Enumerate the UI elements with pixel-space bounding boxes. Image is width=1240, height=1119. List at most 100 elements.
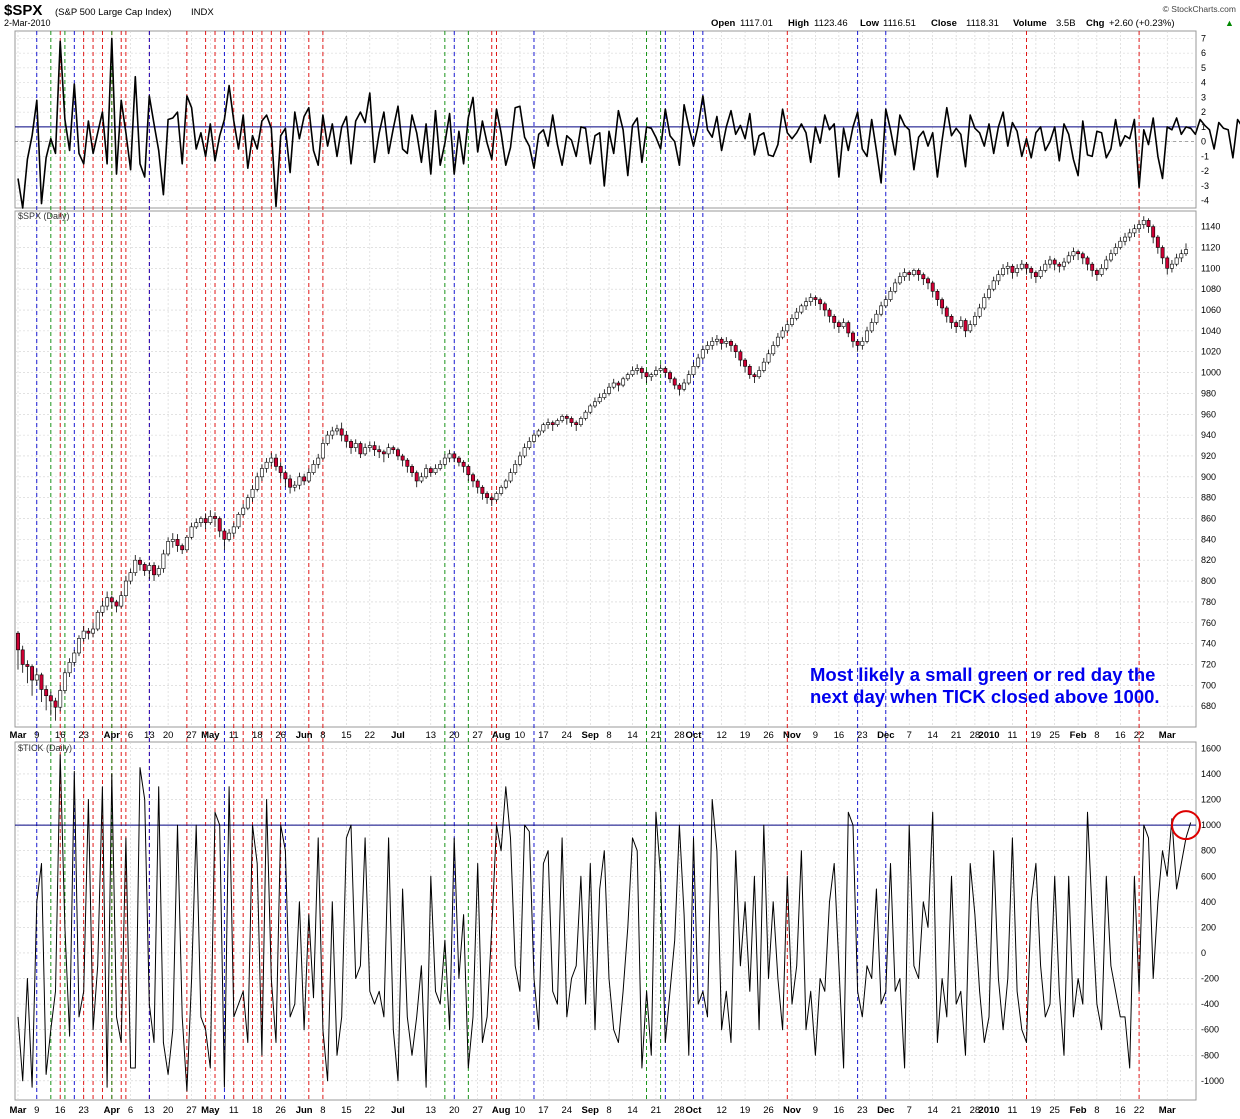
- x-tick-label: 16: [55, 730, 66, 741]
- down-candle: [175, 539, 180, 546]
- up-candle: [658, 368, 663, 371]
- down-candle: [349, 441, 353, 448]
- down-candle: [86, 630, 91, 634]
- x-tick-label: 8: [606, 730, 611, 741]
- axis-labels: 76543210-1-2-3-4114011201100108010601040…: [10, 33, 1224, 1116]
- x-tick-label: 11: [229, 1105, 239, 1116]
- close-value: 1118.31: [966, 18, 999, 29]
- down-candle: [564, 416, 569, 419]
- down-candle: [400, 455, 405, 461]
- up-candle: [1127, 232, 1132, 238]
- up-candle: [649, 374, 654, 378]
- down-candle: [44, 689, 49, 697]
- up-candle: [1109, 253, 1113, 261]
- down-candle: [461, 461, 466, 467]
- x-tick-label: 17: [538, 1105, 549, 1116]
- up-candle: [77, 638, 81, 654]
- x-tick-label: 8: [1094, 1105, 1099, 1116]
- y-tick-label: 680: [1201, 701, 1216, 711]
- down-candle: [729, 341, 733, 346]
- x-tick-label: 6: [128, 1105, 133, 1116]
- up-candle: [597, 397, 602, 403]
- down-candle: [639, 368, 644, 373]
- x-tick-label: 16: [55, 1105, 66, 1116]
- x-tick-label: 27: [186, 1105, 197, 1116]
- x-tick-label: 8: [320, 1105, 325, 1116]
- up-candle: [166, 541, 171, 555]
- down-candle: [480, 486, 485, 494]
- x-tick-label: 11: [1008, 1105, 1018, 1116]
- down-candle: [1024, 263, 1029, 269]
- up-candle: [335, 428, 339, 432]
- up-candle: [879, 305, 884, 315]
- up-candle: [231, 526, 236, 534]
- up-candle: [499, 486, 504, 494]
- x-tick-label: 17: [538, 730, 549, 741]
- down-candle: [138, 559, 142, 565]
- y-tick-label: 980: [1201, 388, 1216, 398]
- down-candle: [339, 428, 344, 436]
- panel-frame: [14, 741, 1197, 1101]
- down-candle: [203, 518, 208, 523]
- x-tick-label: 6: [128, 730, 133, 741]
- y-tick-label: 2: [1201, 107, 1206, 117]
- x-tick-label: 9: [813, 730, 818, 741]
- up-candle: [438, 464, 443, 469]
- panel-frame: [14, 210, 1197, 728]
- up-candle: [513, 464, 518, 473]
- y-tick-label: 900: [1201, 472, 1216, 482]
- up-candle: [95, 612, 100, 630]
- annotation-line-2: next day when TICK closed above 1000.: [810, 686, 1160, 707]
- x-tick-label: 21: [951, 1105, 962, 1116]
- x-tick-label: 16: [834, 730, 845, 741]
- down-candle: [274, 457, 278, 467]
- down-candle: [916, 270, 921, 275]
- up-candle: [771, 345, 776, 355]
- down-candle: [813, 297, 818, 300]
- up-candle: [1184, 249, 1188, 255]
- down-candle: [1165, 257, 1170, 269]
- y-tick-label: -600: [1201, 1025, 1219, 1035]
- x-tick-label: 19: [740, 1105, 751, 1116]
- up-candle: [987, 288, 991, 298]
- x-tick-label: 27: [472, 1105, 483, 1116]
- up-candle: [161, 553, 166, 569]
- up-candle: [67, 662, 72, 674]
- up-candle: [292, 484, 297, 488]
- up-candle: [1118, 240, 1123, 248]
- y-tick-label: 0: [1201, 948, 1206, 958]
- x-tick-label: 14: [927, 1105, 938, 1116]
- x-tick-label: 13: [425, 730, 436, 741]
- up-candle: [508, 472, 513, 482]
- up-candle: [62, 672, 67, 691]
- up-candle: [785, 324, 790, 332]
- down-candle: [846, 322, 851, 334]
- x-tick-label: Jul: [391, 730, 405, 741]
- up-candle: [991, 280, 996, 290]
- down-candle: [16, 632, 20, 651]
- y-tick-label: 920: [1201, 451, 1216, 461]
- down-candle: [302, 476, 307, 482]
- up-candle: [255, 476, 260, 490]
- up-candle: [555, 420, 560, 425]
- down-candle: [836, 322, 841, 328]
- up-candle: [541, 424, 546, 432]
- x-tick-label: 13: [425, 1105, 436, 1116]
- down-candle: [733, 345, 738, 353]
- x-tick-label: Mar: [1159, 730, 1176, 741]
- up-candle: [325, 434, 330, 444]
- down-candle: [935, 290, 940, 300]
- x-tick-label: Mar: [10, 1105, 27, 1116]
- x-tick-label: Dec: [877, 1105, 894, 1116]
- x-tick-label: 24: [562, 730, 573, 741]
- down-candle: [616, 382, 621, 386]
- data-series: [16, 37, 1240, 1092]
- down-candle: [396, 449, 400, 457]
- down-candle: [466, 466, 471, 476]
- y-tick-label: 1120: [1201, 242, 1220, 252]
- x-tick-label: 25: [1049, 1105, 1060, 1116]
- down-candle: [1033, 272, 1038, 277]
- up-candle: [874, 313, 879, 323]
- up-candle: [611, 382, 616, 388]
